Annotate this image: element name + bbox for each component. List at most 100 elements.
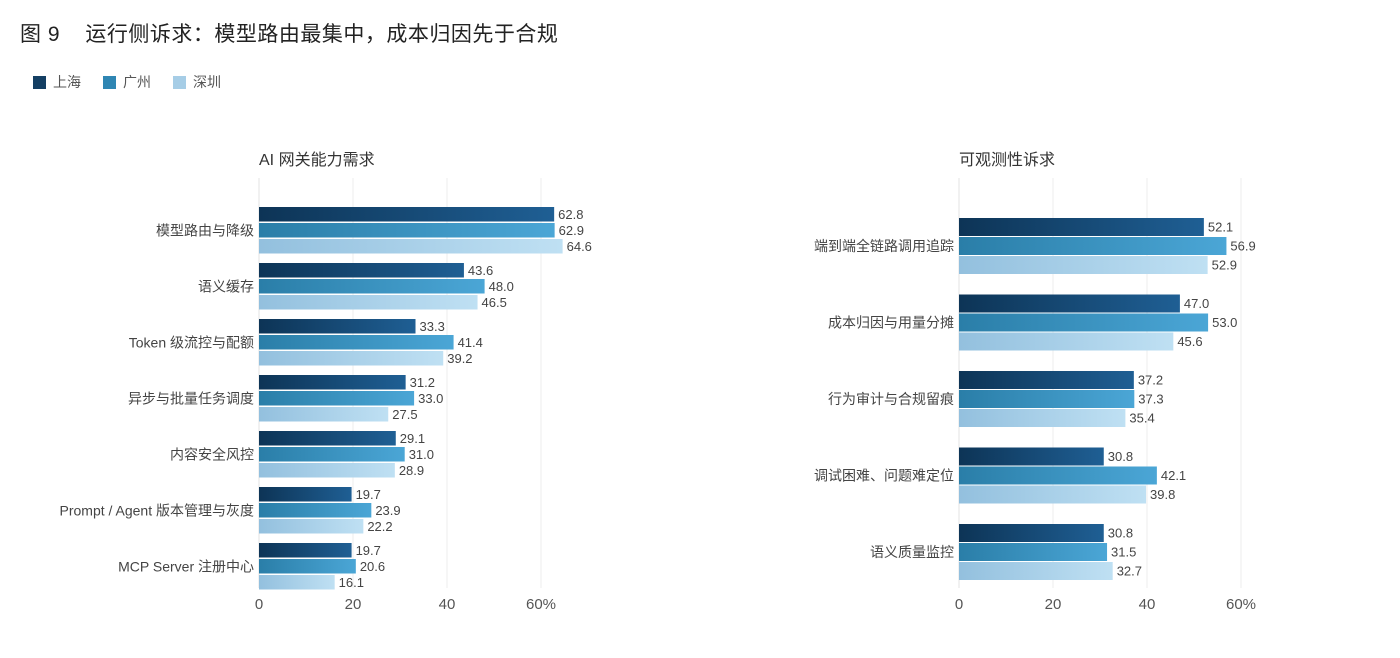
data-label: 37.2 bbox=[1138, 373, 1163, 388]
legend-swatch-guangzhou bbox=[103, 75, 116, 89]
bar bbox=[259, 319, 416, 334]
data-label: 45.6 bbox=[1177, 334, 1202, 349]
data-label: 43.6 bbox=[468, 263, 493, 278]
data-label: 31.5 bbox=[1111, 545, 1136, 560]
data-label: 19.7 bbox=[356, 487, 381, 502]
bar bbox=[259, 223, 555, 238]
category-label: 内容安全风控 bbox=[170, 446, 254, 462]
legend-swatch-shanghai bbox=[33, 75, 46, 89]
bar bbox=[959, 543, 1108, 561]
legend-swatch-shenzhen bbox=[173, 75, 186, 89]
data-label: 56.9 bbox=[1230, 239, 1255, 254]
category-label: MCP Server 注册中心 bbox=[118, 558, 254, 574]
bar bbox=[259, 543, 352, 558]
bar bbox=[959, 218, 1204, 236]
bar bbox=[259, 431, 396, 446]
legend-label-guangzhou: 广州 bbox=[123, 74, 151, 90]
data-label: 22.2 bbox=[367, 519, 392, 534]
bar bbox=[959, 524, 1104, 542]
data-label: 27.5 bbox=[392, 407, 417, 422]
data-label: 32.7 bbox=[1117, 564, 1142, 579]
data-label: 39.2 bbox=[447, 351, 472, 366]
category-label: 端到端全链路调用追踪 bbox=[814, 238, 954, 254]
category-label: Prompt / Agent 版本管理与灰度 bbox=[60, 502, 255, 518]
bar bbox=[959, 332, 1174, 351]
x-tick-label: 60% bbox=[1226, 596, 1256, 613]
bar bbox=[259, 207, 555, 222]
data-label: 41.4 bbox=[458, 335, 483, 350]
x-tick-label: 60% bbox=[526, 596, 556, 613]
bar bbox=[259, 239, 563, 254]
data-label: 23.9 bbox=[375, 503, 400, 518]
data-label: 62.8 bbox=[558, 207, 583, 222]
category-label: 语义质量监控 bbox=[870, 544, 954, 560]
legend-item-shenzhen: 深圳 bbox=[173, 72, 221, 92]
data-label: 31.2 bbox=[410, 375, 435, 390]
data-label: 29.1 bbox=[400, 431, 425, 446]
data-label: 52.1 bbox=[1208, 220, 1233, 235]
x-tick-label: 20 bbox=[345, 596, 362, 613]
data-label: 30.8 bbox=[1108, 526, 1133, 541]
bar bbox=[259, 487, 352, 502]
bar bbox=[259, 463, 395, 478]
legend-label-shanghai: 上海 bbox=[53, 74, 81, 90]
data-label: 52.9 bbox=[1212, 258, 1237, 273]
bar bbox=[959, 294, 1180, 313]
bar bbox=[259, 295, 478, 310]
bar bbox=[959, 447, 1104, 466]
bar bbox=[259, 351, 444, 366]
bar bbox=[259, 335, 454, 350]
bar bbox=[959, 562, 1113, 580]
bar bbox=[259, 575, 335, 590]
x-tick-label: 20 bbox=[1045, 596, 1062, 613]
bar bbox=[959, 485, 1147, 504]
data-label: 30.8 bbox=[1108, 449, 1133, 464]
data-label: 39.8 bbox=[1150, 487, 1175, 502]
data-label: 47.0 bbox=[1184, 296, 1209, 311]
data-label: 64.6 bbox=[567, 239, 592, 254]
category-label: 语义缓存 bbox=[198, 278, 254, 294]
category-label: 异步与批量任务调度 bbox=[128, 390, 254, 406]
bar bbox=[259, 519, 364, 534]
data-label: 33.0 bbox=[418, 391, 443, 406]
legend: 上海 广州 深圳 bbox=[33, 72, 221, 92]
panel-title-gateway: AI 网关能力需求 bbox=[259, 152, 375, 169]
x-tick-label: 40 bbox=[439, 596, 456, 613]
data-label: 20.6 bbox=[360, 559, 385, 574]
category-label: 行为审计与合规留痕 bbox=[828, 391, 954, 407]
bar bbox=[259, 263, 464, 278]
data-label: 19.7 bbox=[356, 543, 381, 558]
bar bbox=[959, 371, 1134, 389]
category-label: 成本归因与用量分摊 bbox=[828, 315, 954, 331]
bar bbox=[259, 503, 372, 518]
category-label: Token 级流控与配额 bbox=[129, 334, 254, 350]
bar bbox=[259, 279, 485, 294]
data-label: 46.5 bbox=[482, 295, 507, 310]
data-label: 53.0 bbox=[1212, 315, 1237, 330]
bar bbox=[259, 407, 389, 422]
x-tick-label: 0 bbox=[255, 596, 263, 613]
data-label: 62.9 bbox=[559, 223, 584, 238]
data-label: 37.3 bbox=[1138, 392, 1163, 407]
bar bbox=[959, 237, 1227, 255]
data-label: 35.4 bbox=[1129, 411, 1154, 426]
data-label: 42.1 bbox=[1161, 468, 1186, 483]
bar bbox=[959, 466, 1157, 485]
legend-item-shanghai: 上海 bbox=[33, 72, 81, 92]
bar bbox=[259, 447, 405, 462]
data-label: 48.0 bbox=[489, 279, 514, 294]
panel-title-observability: 可观测性诉求 bbox=[959, 152, 1056, 169]
x-tick-label: 40 bbox=[1139, 596, 1156, 613]
bar bbox=[959, 409, 1126, 427]
legend-label-shenzhen: 深圳 bbox=[193, 74, 221, 90]
x-tick-label: 0 bbox=[955, 596, 963, 613]
legend-item-guangzhou: 广州 bbox=[103, 72, 151, 92]
bar bbox=[259, 391, 415, 406]
bar bbox=[259, 375, 406, 390]
data-label: 16.1 bbox=[339, 575, 364, 590]
bar bbox=[959, 313, 1209, 332]
data-label: 28.9 bbox=[399, 463, 424, 478]
bar bbox=[959, 390, 1135, 408]
data-label: 33.3 bbox=[420, 319, 445, 334]
